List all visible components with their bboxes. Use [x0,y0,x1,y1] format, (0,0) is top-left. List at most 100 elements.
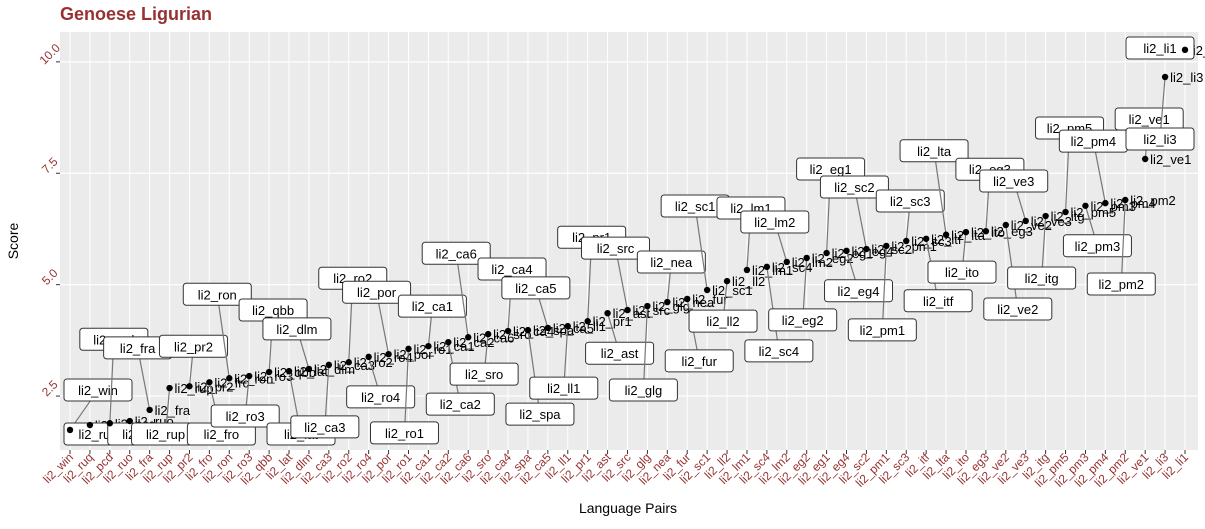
point [803,254,810,262]
point-label: li2_sro [493,327,531,342]
point-label: li2_eg1 [832,246,874,261]
label-box [688,309,758,333]
point-label: li2_pm4 [1110,196,1156,211]
point [385,350,392,358]
point-label: li2_qbb [274,365,316,380]
label-box [501,276,571,300]
box-label: li2_src [597,241,635,256]
point-label: li2_src [633,303,671,318]
point [1161,73,1169,81]
point-label: li2_ca2 [453,335,494,350]
label-box [346,385,416,409]
point [265,368,273,376]
leader [694,205,708,291]
point [743,266,751,274]
point [226,375,233,382]
point [584,318,591,325]
point-label: li2_fro [214,375,249,390]
label-box [819,175,889,199]
box-label: li2_lm2 [754,215,795,230]
point [823,249,830,257]
box-label: li2_ast [601,346,639,361]
box-label: li2_fro [204,427,239,442]
box-label: li2_glg [625,383,663,398]
box-label: li2_eg4 [838,284,880,299]
label-box [824,279,894,303]
point [504,327,512,335]
point [285,367,293,375]
label-box [983,297,1053,321]
point-label: li2_ve2 [1011,218,1052,233]
point [524,326,532,334]
point-label: li2_pm2 [1130,193,1176,208]
box-label: li2_pm2 [1099,277,1145,292]
box-label: li2_ca4 [491,262,532,277]
point [465,334,472,341]
point-label: li2_dlm [314,362,355,377]
box-label: li2_ro1 [385,426,424,441]
box-label: li2_ca2 [440,397,481,412]
point [106,420,114,427]
point [723,277,731,285]
box-label: li2_sc2 [834,180,874,195]
point [405,345,412,353]
point-label: li2_ca5 [553,321,594,336]
point-label: li2_pr1 [593,314,632,329]
label-box [1125,36,1195,60]
box-label: li2_spa [519,407,561,422]
point [146,406,153,414]
point-label: li2_eg3 [991,224,1033,239]
box-label: li2_fur [682,354,718,369]
label-box [1062,234,1132,258]
label-box [421,241,491,265]
box-label: li2_sc1 [675,199,715,214]
box-label: li2_pm4 [1071,134,1117,149]
point [1062,208,1069,216]
label-box [342,280,412,304]
box-label: li2_ll2 [706,314,739,329]
point [1122,196,1129,204]
point-label: li2_lat [294,364,328,379]
box-label: li2_win [78,383,118,398]
point-label: li2_sc2 [871,242,911,257]
label-box [158,334,228,358]
box-label: li2_ll1 [547,381,580,396]
box-label: li2_pm3 [1075,239,1121,254]
point-label: li2_por [394,347,434,362]
y-tick-label: 10.0 [37,41,64,68]
box-label: li2_sro [465,367,503,382]
point [843,247,850,255]
box-label: li2_ca3 [304,420,345,435]
point-label: li2_glg [652,299,690,314]
point-label: li2_ro4 [374,350,413,365]
point-label: li2_lm2 [792,255,833,270]
point [1181,46,1189,54]
box-label: li2_ca5 [515,281,556,296]
leader [455,253,469,338]
point [1102,199,1109,207]
point-label: li2_eg2 [812,251,854,266]
y-axis-title: Score [5,223,21,260]
point [962,228,970,236]
point [166,384,173,392]
point [1022,217,1029,225]
point [126,417,133,425]
label-box [290,415,360,439]
point-label: li2_li3 [1170,70,1203,85]
point [1082,202,1089,209]
box-label: li2_rup [146,427,185,442]
box-label: li2_ro4 [361,390,400,405]
leader [933,150,947,235]
point [425,342,432,350]
point-label: li2_pm1 [891,239,937,254]
point-label: li2_lm1 [752,263,793,278]
point-label: li2_ro2 [354,355,393,370]
label-box [847,318,917,342]
point-label: li2_ca6 [473,330,514,345]
label-box [768,308,838,332]
label-box [182,282,252,306]
point [564,322,571,330]
leader [881,245,887,330]
label-box [740,210,810,234]
point [365,353,372,361]
